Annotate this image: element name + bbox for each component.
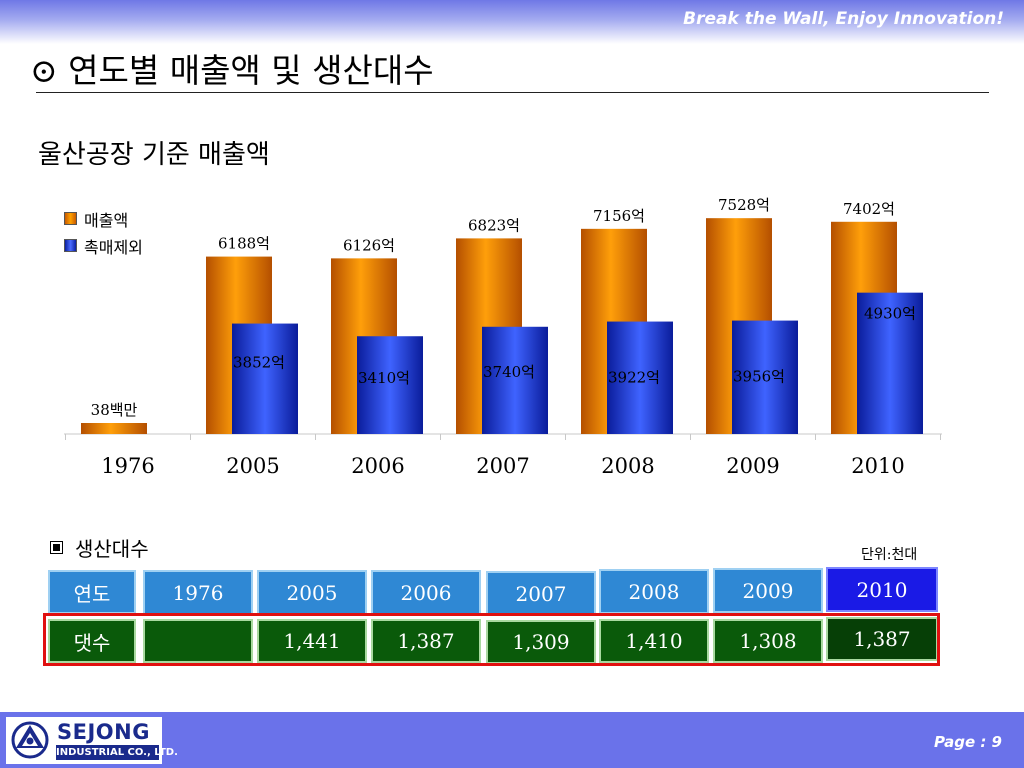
data-label-revenue: 6188억 xyxy=(218,235,270,253)
x-tick-label: 1976 xyxy=(101,454,154,478)
quantity-cell: 1,387 xyxy=(371,619,481,663)
x-tick-label: 2010 xyxy=(851,454,904,478)
square-bullet-icon xyxy=(50,541,63,554)
bar-excluding xyxy=(732,320,798,434)
bar-excluding xyxy=(357,336,423,434)
page-number: Page : 9 xyxy=(934,733,1002,751)
legend-label-excluding: 촉매제외 xyxy=(84,237,143,257)
data-label-excluding: 3740억 xyxy=(483,363,535,381)
year-cell: 2006 xyxy=(371,570,481,615)
bar-excluding xyxy=(232,323,298,434)
revenue-chart: 1976 2005 2006 2007 2008 2009 2010 38백만 6188억 385… xyxy=(64,196,942,478)
unit-label: 단위:천대 xyxy=(861,547,918,563)
data-label-revenue: 6823억 xyxy=(468,216,520,234)
logo-subtitle: INDUSTRIAL CO., LTD. xyxy=(56,745,178,760)
x-tick-label: 2008 xyxy=(601,454,654,478)
x-tick-label: 2009 xyxy=(726,454,779,478)
bar-excluding xyxy=(857,292,923,434)
legend-label-revenue: 매출액 xyxy=(84,210,129,230)
slogan: Break the Wall, Enjoy Innovation! xyxy=(683,9,1004,29)
x-tick-label: 2006 xyxy=(351,454,404,478)
x-tick-label: 2005 xyxy=(226,454,279,478)
header-band xyxy=(0,0,1024,44)
legend-swatch-revenue xyxy=(64,212,77,225)
page-title: ⊙ 연도별 매출액 및 생산대수 xyxy=(30,51,434,90)
highlight-frame xyxy=(43,613,940,666)
data-label-revenue: 7528억 xyxy=(718,196,770,214)
quantity-cell: 1,387 xyxy=(826,617,938,661)
chart-legend: 매출액 촉매제외 xyxy=(64,205,143,259)
year-cell: 2008 xyxy=(599,569,709,614)
x-tick-label: 2007 xyxy=(476,454,529,478)
year-cell: 2007 xyxy=(486,571,596,616)
quantity-cell xyxy=(143,619,253,663)
quantity-row-header: 댓수 xyxy=(48,619,136,663)
legend-item-excluding: 촉매제외 xyxy=(64,232,143,259)
year-cell: 2010 xyxy=(826,567,938,612)
data-label-excluding: 3922억 xyxy=(608,369,660,387)
data-label-excluding: 4930억 xyxy=(864,305,916,323)
sejong-emblem-icon xyxy=(11,721,49,759)
data-label-revenue: 6126억 xyxy=(343,236,395,254)
company-logo: SEJONG INDUSTRIAL CO., LTD. xyxy=(6,717,178,764)
year-row-header: 연도 xyxy=(48,570,136,614)
quantity-cell: 1,308 xyxy=(713,619,823,663)
bar-excluding xyxy=(607,321,673,434)
title-divider xyxy=(36,92,989,93)
data-label-excluding: 3410억 xyxy=(358,369,410,387)
data-label-revenue: 38백만 xyxy=(91,401,138,419)
data-label-excluding: 3956억 xyxy=(733,368,785,386)
bar-excluding xyxy=(482,326,548,434)
chart-section-title: 울산공장 기준 매출액 xyxy=(38,140,270,170)
data-label-revenue: 7402억 xyxy=(843,200,895,218)
year-cell: 2005 xyxy=(257,570,367,615)
data-label-revenue: 7156억 xyxy=(593,207,645,225)
production-title-text: 생산대수 xyxy=(75,537,149,561)
legend-item-revenue: 매출액 xyxy=(64,205,143,232)
year-cell: 1976 xyxy=(143,570,253,615)
footer-band xyxy=(0,712,1024,768)
year-cell: 2009 xyxy=(713,568,823,613)
legend-swatch-excluding xyxy=(64,239,77,252)
quantity-cell: 1,441 xyxy=(257,619,367,663)
production-title: 생산대수 xyxy=(50,533,149,562)
data-label-excluding: 3852억 xyxy=(233,354,285,372)
logo-name: SEJONG xyxy=(57,720,150,744)
quantity-cell: 1,309 xyxy=(486,620,596,664)
bar-revenue xyxy=(81,423,147,434)
quantity-cell: 1,410 xyxy=(599,619,709,663)
